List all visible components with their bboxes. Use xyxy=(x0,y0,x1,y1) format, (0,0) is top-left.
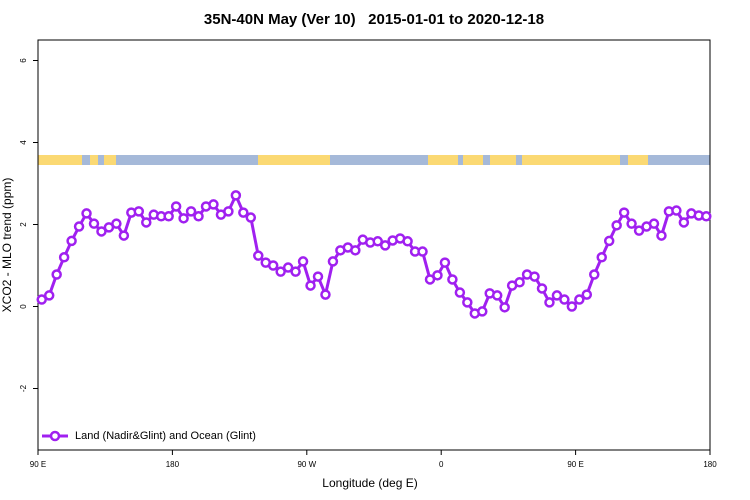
legend-item: Land (Nadir&Glint) and Ocean (Glint) xyxy=(42,430,256,442)
data-point xyxy=(36,294,47,305)
data-point xyxy=(305,280,316,291)
x-tick-label: 0 xyxy=(439,460,444,469)
data-point xyxy=(253,250,264,261)
data-point xyxy=(51,269,62,280)
data-point xyxy=(536,283,548,294)
data-point xyxy=(514,277,525,288)
data-point xyxy=(447,274,458,285)
y-tick-label: 2 xyxy=(19,222,28,227)
y-tick-label: 0 xyxy=(19,304,28,309)
data-point xyxy=(58,252,70,263)
data-point xyxy=(133,206,145,217)
data-point xyxy=(626,218,637,229)
data-point xyxy=(701,211,712,222)
data-point xyxy=(491,290,503,301)
data-point xyxy=(275,266,286,277)
data-point xyxy=(350,245,361,256)
data-point xyxy=(223,206,234,217)
data-point xyxy=(88,218,100,229)
data-point xyxy=(327,256,339,267)
data-point xyxy=(43,290,55,301)
data-point xyxy=(141,217,152,228)
data-point xyxy=(439,257,451,268)
data-point xyxy=(566,301,578,312)
data-point xyxy=(551,290,563,301)
data-point xyxy=(73,221,85,232)
data-point xyxy=(96,226,107,237)
data-point xyxy=(596,252,607,263)
data-point xyxy=(589,269,600,280)
x-tick-label: 90 E xyxy=(567,460,583,469)
data-point xyxy=(312,271,324,282)
y-axis-label: XCO2 - MLO trend (ppm) xyxy=(0,178,14,313)
data-point xyxy=(245,212,257,223)
data-point xyxy=(163,211,174,222)
data-point xyxy=(462,297,473,308)
data-point xyxy=(424,274,436,285)
data-point xyxy=(193,211,204,222)
x-tick-label: 90 W xyxy=(297,460,316,469)
data-point xyxy=(432,270,443,281)
y-tick-label: 4 xyxy=(19,140,28,145)
x-axis-label: Longitude (deg E) xyxy=(322,476,417,490)
legend-label: Land (Nadir&Glint) and Ocean (Glint) xyxy=(75,430,256,442)
data-point xyxy=(499,302,510,313)
surface-band xyxy=(38,155,710,165)
x-tick-label: 90 E xyxy=(30,460,46,469)
data-point xyxy=(379,240,391,251)
data-point xyxy=(66,235,77,247)
data-point xyxy=(656,230,667,241)
data-point xyxy=(544,297,555,308)
legend-swatch-marker xyxy=(49,430,61,442)
data-point xyxy=(402,236,413,247)
x-tick-label: 180 xyxy=(166,460,180,469)
data-point xyxy=(290,266,301,277)
data-point xyxy=(678,217,690,228)
data-point xyxy=(559,294,570,305)
data-point xyxy=(633,225,645,236)
data-point xyxy=(611,220,622,231)
data-point xyxy=(648,218,660,229)
data-point xyxy=(454,287,466,298)
data-point xyxy=(417,246,428,257)
data-point xyxy=(320,289,331,300)
data-point xyxy=(208,199,219,210)
data-point xyxy=(267,260,279,271)
data-point xyxy=(372,236,383,247)
data-point xyxy=(170,201,182,212)
y-tick-label: -2 xyxy=(19,384,28,392)
chart-title: 35N-40N May (Ver 10) 2015-01-01 to 2020-… xyxy=(204,11,544,28)
data-point xyxy=(574,294,585,305)
y-tick-label: 6 xyxy=(19,58,28,63)
data-point xyxy=(111,218,122,229)
data-point xyxy=(185,206,197,217)
data-point xyxy=(81,208,92,219)
data-point xyxy=(230,190,242,201)
data-point xyxy=(477,306,488,317)
data-point xyxy=(581,289,593,300)
data-point xyxy=(529,271,540,282)
plot-frame xyxy=(37,39,711,451)
x-tick-label: 180 xyxy=(703,460,717,469)
data-point xyxy=(603,235,615,247)
data-point xyxy=(118,230,130,241)
data-point xyxy=(297,256,309,267)
data-point xyxy=(618,207,630,218)
data-point xyxy=(282,262,294,273)
data-point xyxy=(671,205,682,216)
data-point xyxy=(178,213,189,224)
data-point xyxy=(238,207,249,218)
